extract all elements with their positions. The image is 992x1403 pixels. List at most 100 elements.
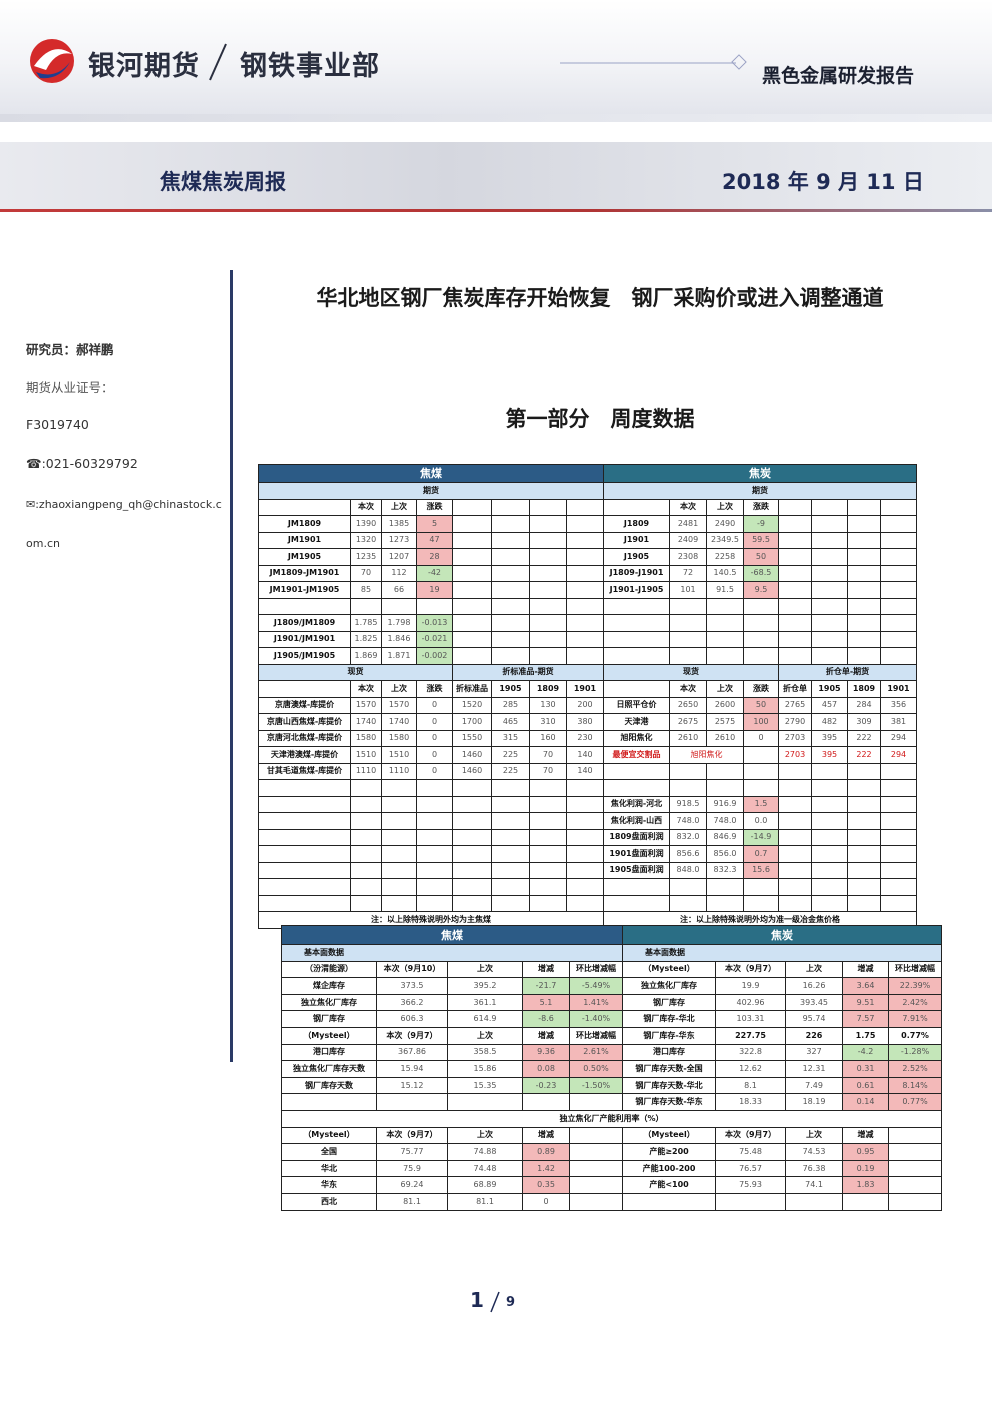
table-cell: 0.08 [522, 1060, 570, 1078]
table-cell: 18.33 [715, 1093, 787, 1111]
table-cell [778, 630, 812, 648]
table-cell: J1809-J1901 [603, 564, 670, 582]
table-cell [603, 894, 670, 912]
table-cell [258, 861, 351, 879]
table-cell: -14.9 [743, 828, 779, 846]
table-row: JM1905 1235 1207 28 J1905 2308 2258 50 [258, 548, 917, 566]
table-cell [847, 515, 881, 533]
table-cell: 227.75 [715, 1026, 787, 1045]
table-cell [416, 795, 453, 813]
logo-separator [209, 43, 227, 81]
table-cell: -8.6 [522, 1010, 570, 1028]
table-cell: 1390 [350, 515, 382, 533]
table-cell: 16.26 [785, 977, 844, 995]
table-cell: 47 [416, 531, 453, 549]
table-cell: -42 [416, 564, 453, 582]
table-cell: 增减 [522, 1026, 570, 1045]
table-cell [743, 878, 779, 896]
table-cell: 309 [847, 713, 881, 731]
table-cell [568, 1159, 624, 1178]
table-cell [847, 548, 881, 566]
table-cell: 折标准品 [452, 680, 492, 698]
table-cell: -0.23 [522, 1076, 570, 1095]
table-cell: -68.5 [743, 564, 779, 582]
table-cell: 230 [566, 729, 604, 747]
divider [230, 270, 233, 1062]
table-cell [568, 1126, 624, 1145]
table-cell [743, 746, 779, 764]
table-cell [778, 795, 812, 813]
table-cell [350, 861, 382, 879]
table-cell [743, 647, 779, 665]
table-cell: 1385 [381, 515, 417, 533]
table-cell: 1809 [529, 680, 567, 698]
table-cell: （Mysteel） [622, 960, 717, 979]
table-cell [778, 779, 812, 797]
table-cell: 0 [522, 1192, 570, 1211]
table-cell [811, 581, 848, 599]
table-cell: 焦化利润-河北 [603, 795, 670, 813]
table-cell: 2308 [669, 548, 707, 566]
table-cell [566, 861, 604, 879]
table-cell [452, 647, 492, 665]
table-cell: 1.75 [842, 1026, 890, 1045]
table-cell: 72 [669, 564, 707, 582]
table-cell: 1.869 [350, 647, 382, 665]
table-cell: 226 [785, 1026, 844, 1045]
table-row: 1901盘面利润 856.6 856.0 0.7 [258, 845, 917, 863]
table-cell: 50 [743, 548, 779, 566]
table-cell: 上次 [447, 1126, 523, 1145]
table-cell: （汾渭能源） [281, 960, 377, 979]
table-cell: （Mysteel） [281, 1126, 377, 1145]
table-row: 钢厂库存天数-华东 18.33 18.19 0.14 0.77% [281, 1093, 943, 1111]
table-cell [491, 614, 530, 632]
table-2: 焦煤 焦炭 基本面数据 基本面数据 （汾渭能源） 本次（9月10） 上次 增减 环比增减幅 （My… [280, 925, 943, 1211]
table-cell [566, 894, 604, 912]
table-row: 焦化利润-河北 918.5 916.9 1.5 [258, 795, 917, 813]
table-cell: 1110 [381, 762, 417, 780]
table-cell: （Mysteel） [622, 1126, 717, 1145]
table-cell: 0 [416, 746, 453, 764]
table-row [258, 894, 917, 912]
table-cell: 140 [566, 746, 604, 764]
table-cell: -5.49% [568, 977, 624, 995]
table-cell [706, 597, 744, 615]
table-cell: 1580 [350, 729, 382, 747]
table-row: 港口库存 367.86 358.5 9.36 2.61% 港口库存 322.8 327 -4.2… [281, 1043, 943, 1062]
table-cell: 本次 [669, 498, 707, 516]
table-cell: J1809 [603, 515, 670, 533]
table-cell: 1700 [452, 713, 492, 731]
table-cell [847, 779, 881, 797]
table-cell: 上次 [381, 680, 417, 698]
table-cell [880, 597, 917, 615]
table-cell: 期货 [258, 482, 604, 500]
table-cell: 1460 [452, 746, 492, 764]
table-cell [880, 894, 917, 912]
table-row: 期货 期货 [258, 482, 917, 500]
table-cell [529, 812, 567, 830]
table-cell [381, 861, 417, 879]
table-cell: 产能100-200 [622, 1159, 717, 1178]
table-cell: 上次 [706, 680, 744, 698]
table-cell [847, 531, 881, 549]
table-row: 焦煤 焦炭 [258, 464, 917, 483]
table-cell: 现货 [603, 663, 779, 681]
table-cell [847, 812, 881, 830]
table-cell [522, 1093, 570, 1111]
table-cell: 50 [743, 696, 779, 714]
table-cell [566, 647, 604, 665]
table-cell [811, 861, 848, 879]
report-series: 黑色金属研发报告 [762, 65, 915, 87]
table-cell: J1905 [603, 548, 670, 566]
table-cell: 9.51 [842, 993, 890, 1012]
table-cell: 66 [381, 581, 417, 599]
table-cell: -1.50% [568, 1076, 624, 1095]
table-cell: 2703 [778, 746, 812, 764]
table-row: J1905/JM1905 1.869 1.871 -0.002 [258, 647, 917, 665]
table-cell: JM1809 [258, 515, 351, 533]
table-cell [880, 762, 917, 780]
table-cell [778, 564, 812, 582]
table-cell [603, 779, 670, 797]
table-cell: 366.2 [376, 993, 448, 1012]
